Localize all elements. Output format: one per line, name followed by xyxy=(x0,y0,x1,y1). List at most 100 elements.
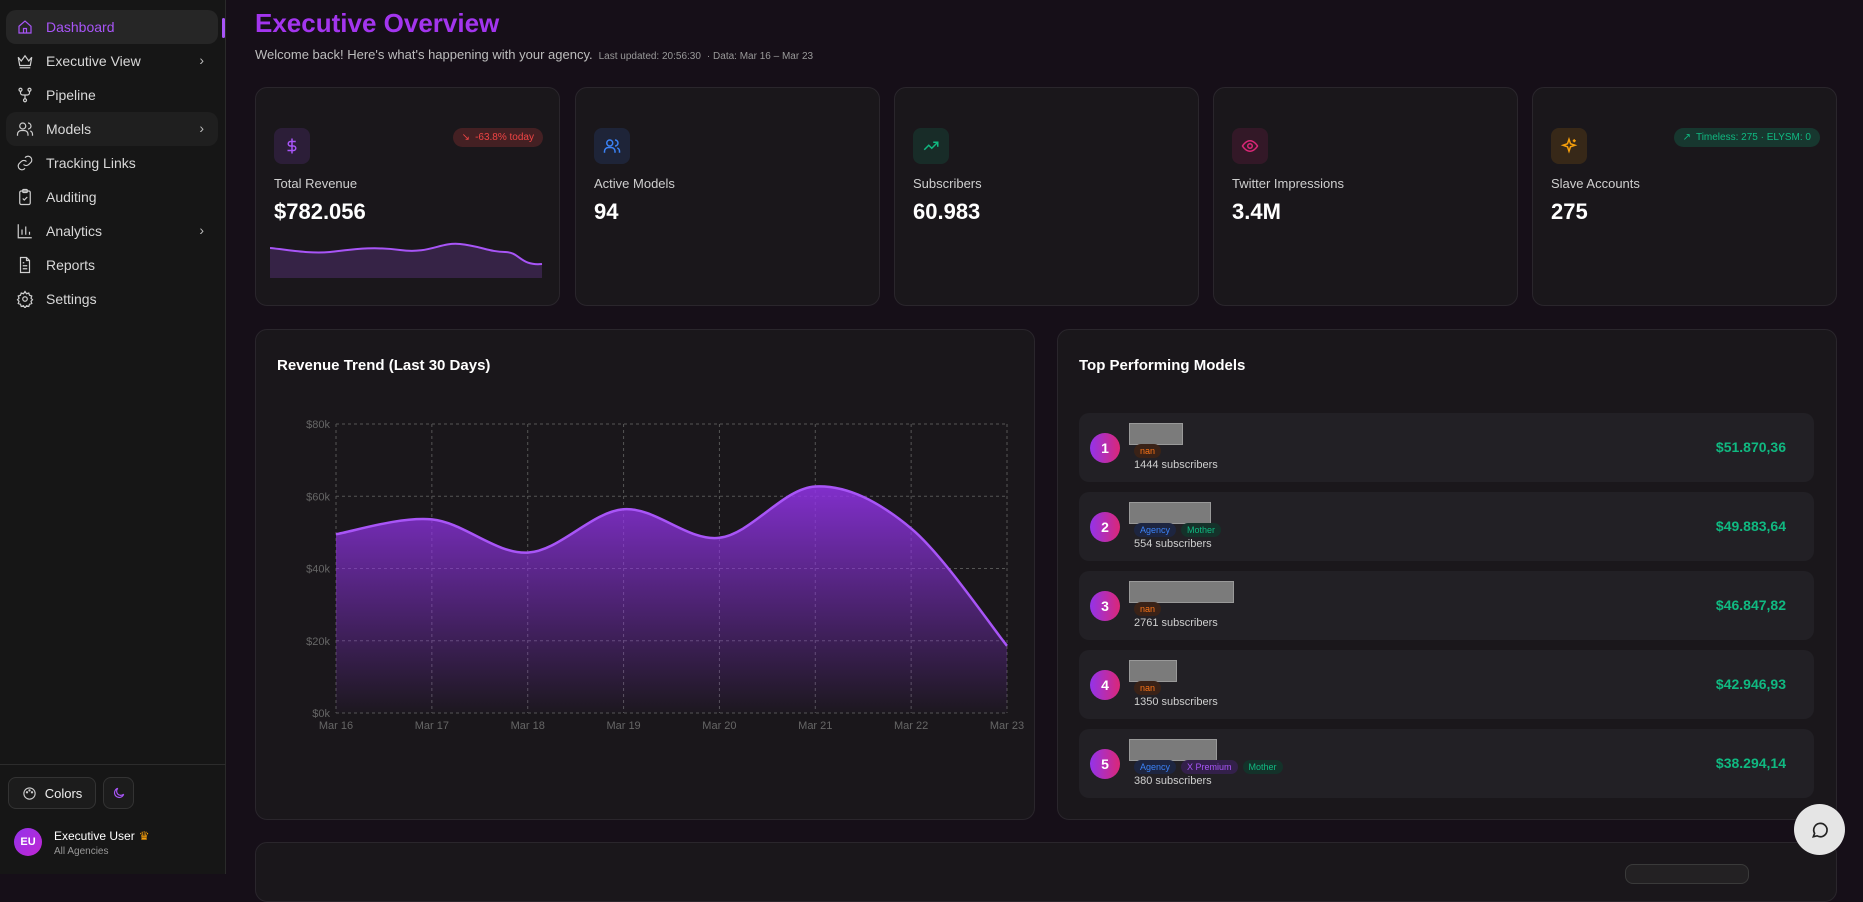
model-tags: Agency X Premium Mother xyxy=(1134,760,1283,774)
stat-label: Slave Accounts xyxy=(1551,176,1640,191)
model-tag: Mother xyxy=(1181,523,1222,537)
redacted-model-name xyxy=(1129,739,1217,761)
stat-value: 3.4M xyxy=(1232,199,1281,224)
rank-badge: 4 xyxy=(1090,670,1120,700)
model-row[interactable]: 1 nan 1444 subscribers $51.870,36 xyxy=(1079,413,1814,482)
file-text-icon xyxy=(19,256,31,274)
model-row[interactable]: 2 Agency Mother 554 subscribers $49.883,6… xyxy=(1079,492,1814,561)
model-row[interactable]: 3 nan 2761 subscribers $46.847,82 xyxy=(1079,571,1814,640)
page-subtitle: Welcome back! Here's what's happening wi… xyxy=(255,47,813,62)
trending-up-icon xyxy=(913,128,949,164)
model-tag: X Premium xyxy=(1181,760,1238,774)
user-name-text: Executive User xyxy=(54,829,135,843)
stat-badge: ↘ -63.8% today xyxy=(452,128,543,147)
user-scope: All Agencies xyxy=(54,846,109,857)
model-tags: nan xyxy=(1134,681,1162,695)
clipboard-check-icon xyxy=(19,188,31,206)
model-subscribers: 1350 subscribers xyxy=(1134,696,1218,708)
eye-icon xyxy=(1232,128,1268,164)
theme-toggle-button[interactable] xyxy=(103,777,134,809)
sidebar-divider xyxy=(0,764,226,765)
sidebar-item-reports[interactable]: Reports xyxy=(6,248,218,282)
chat-button[interactable] xyxy=(1794,804,1845,855)
y-tick-label: $40k xyxy=(306,564,330,576)
revenue-sparkline xyxy=(270,242,543,278)
sidebar-item-pipeline[interactable]: Pipeline xyxy=(6,78,218,112)
y-tick-label: $20k xyxy=(306,636,330,648)
stat-card-total-revenue: Total Revenue $782.056 ↘ -63.8% today xyxy=(255,87,560,306)
stat-badge-text: -63.8% today xyxy=(475,132,534,143)
sidebar-item-label: Settings xyxy=(46,291,97,307)
model-tag: Agency xyxy=(1134,760,1177,774)
user-name: Executive User ♛ xyxy=(54,829,149,843)
sparkles-icon xyxy=(1551,128,1587,164)
users-icon xyxy=(16,122,34,136)
bar-chart-icon xyxy=(17,224,32,239)
model-tag: Mother xyxy=(1242,760,1283,774)
revenue-area xyxy=(336,486,1007,713)
model-subscribers: 1444 subscribers xyxy=(1134,459,1218,471)
y-tick-label: $60k xyxy=(306,491,330,503)
colors-button[interactable]: Colors xyxy=(8,777,96,809)
stat-value: 60.983 xyxy=(913,199,981,224)
home-icon xyxy=(18,20,32,34)
sidebar-item-auditing[interactable]: Auditing xyxy=(6,180,218,214)
welcome-text: Welcome back! Here's what's happening wi… xyxy=(255,47,593,62)
crown-icon: ♛ xyxy=(138,829,150,843)
sidebar-item-executive-view[interactable]: Executive View › xyxy=(6,44,218,78)
stat-label: Active Models xyxy=(594,176,675,191)
model-row[interactable]: 4 nan 1350 subscribers $42.946,93 xyxy=(1079,650,1814,719)
sidebar-item-label: Executive View xyxy=(46,53,141,69)
sidebar-item-tracking-links[interactable]: Tracking Links xyxy=(6,146,218,180)
stat-badge-text: Timeless: 275 · ELYSM: 0 xyxy=(1695,132,1811,143)
model-tags: Agency Mother xyxy=(1134,523,1222,537)
sidebar-item-label: Pipeline xyxy=(46,87,96,103)
redacted-model-name xyxy=(1129,581,1234,603)
redacted-model-name xyxy=(1129,502,1211,524)
model-tag: nan xyxy=(1134,444,1162,458)
users-icon xyxy=(594,128,630,164)
model-tag: Agency xyxy=(1134,523,1177,537)
avatar[interactable]: EU xyxy=(14,828,42,856)
moon-icon xyxy=(113,787,124,798)
stat-label: Twitter Impressions xyxy=(1232,176,1344,191)
palette-icon xyxy=(23,786,36,800)
model-row[interactable]: 5 Agency X Premium Mother 380 subscribers … xyxy=(1079,729,1814,798)
chevron-right-icon: › xyxy=(199,222,204,238)
top-models-panel: Top Performing Models 1 nan 1444 subscri… xyxy=(1057,329,1837,820)
sidebar-item-label: Reports xyxy=(46,257,96,273)
page-title: Executive Overview xyxy=(255,8,500,38)
bottom-panel xyxy=(255,842,1837,902)
x-tick-label: Mar 17 xyxy=(415,720,449,732)
sidebar-item-label: Models xyxy=(46,121,92,137)
model-revenue: $51.870,36 xyxy=(1715,439,1786,455)
stat-label: Total Revenue xyxy=(274,176,358,191)
stat-value: 275 xyxy=(1551,199,1588,224)
colors-label: Colors xyxy=(44,785,83,801)
model-subscribers: 2761 subscribers xyxy=(1134,617,1218,629)
x-tick-label: Mar 19 xyxy=(606,720,640,732)
model-tags: nan xyxy=(1134,444,1162,458)
model-revenue: $46.847,82 xyxy=(1715,597,1786,613)
x-tick-label: Mar 22 xyxy=(894,720,928,732)
stat-card-active-models: Active Models 94 xyxy=(575,87,880,306)
model-subscribers: 380 subscribers xyxy=(1134,775,1212,787)
sidebar-item-analytics[interactable]: Analytics › xyxy=(6,214,218,248)
x-tick-label: Mar 20 xyxy=(702,720,736,732)
sidebar-item-models[interactable]: Models › xyxy=(6,112,218,146)
sidebar-item-settings[interactable]: Settings xyxy=(6,282,218,316)
model-revenue: $49.883,64 xyxy=(1715,518,1786,534)
git-branch-icon xyxy=(18,87,32,103)
active-indicator xyxy=(222,18,225,38)
model-subscribers: 554 subscribers xyxy=(1134,538,1212,550)
link-icon xyxy=(17,155,33,171)
x-tick-label: Mar 23 xyxy=(990,720,1024,732)
arrow-down-right-icon: ↘ xyxy=(461,132,471,143)
arrow-up-right-icon: ↗ xyxy=(1682,132,1691,143)
revenue-trend-chart: $0k $20k $40k $60k $80k Mar 16 Mar 17 Mar 18 Mar… xyxy=(306,419,1024,732)
rank-badge: 5 xyxy=(1090,749,1120,779)
bottom-panel-button[interactable] xyxy=(1625,864,1749,884)
sidebar-item-dashboard[interactable]: Dashboard xyxy=(6,10,218,44)
x-tick-label: Mar 16 xyxy=(319,720,353,732)
dollar-icon xyxy=(274,128,310,164)
